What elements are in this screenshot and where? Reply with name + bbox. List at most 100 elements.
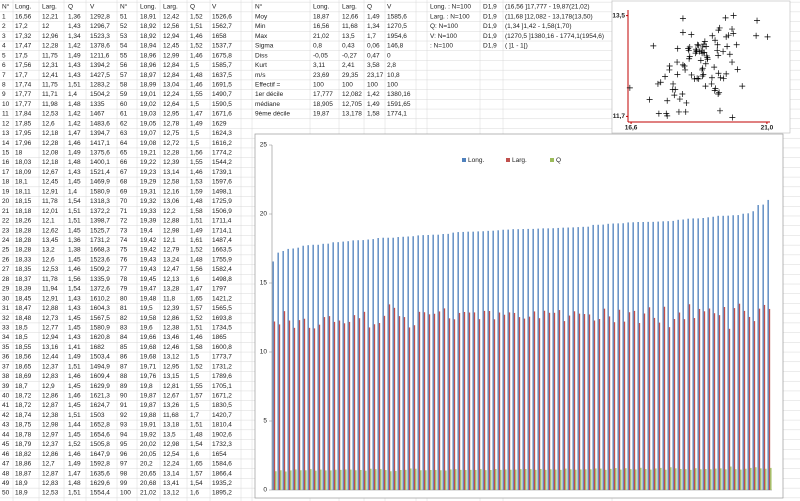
table-cell: 66 <box>120 159 128 166</box>
table-cell: 93 <box>120 422 128 429</box>
table-cell: 18,28 <box>15 227 32 234</box>
scatter-point <box>717 74 724 81</box>
table-cell: 79 <box>120 286 128 293</box>
bar <box>522 229 524 491</box>
table-cell: 51 <box>120 13 128 20</box>
bar <box>577 227 579 491</box>
table-cell: 22 <box>2 218 10 225</box>
bar <box>367 239 369 490</box>
table-cell: 1668,3 <box>90 247 110 254</box>
bar <box>323 317 326 490</box>
scatter-point <box>726 51 733 58</box>
table-cell: 19,02 <box>140 101 157 108</box>
stats-cell: 23,17 <box>367 72 384 79</box>
scatter-point <box>729 26 736 33</box>
table-cell: 18,35 <box>15 266 32 273</box>
y-tick-label: 10 <box>260 349 268 356</box>
bar <box>730 466 732 490</box>
bar <box>470 469 472 490</box>
bar <box>723 307 726 490</box>
bar <box>518 317 521 490</box>
table-cell: 1637,5 <box>212 72 232 79</box>
bar <box>492 230 494 490</box>
table-cell: 12,91 <box>42 295 59 302</box>
table-cell: 1,54 <box>68 198 81 205</box>
table-cell: 12,38 <box>163 324 180 331</box>
scatter-point <box>708 74 715 81</box>
bar <box>550 469 552 490</box>
table-cell: 1629 <box>212 120 227 127</box>
table-cell: 87 <box>120 363 128 370</box>
scatter-point <box>711 64 718 71</box>
table-cell: 12,37 <box>42 363 59 370</box>
table-cell: 1,52 <box>190 315 203 322</box>
table-cell: 16 <box>2 159 10 166</box>
bar <box>500 469 502 490</box>
bar <box>390 471 392 490</box>
table-cell: 19,68 <box>140 354 157 361</box>
table-cell: 1654,6 <box>90 431 110 438</box>
bar <box>355 470 357 490</box>
stats-cell: 3,11 <box>313 62 326 69</box>
table-cell: 17,85 <box>15 120 32 127</box>
x-tick-label: 21,0 <box>761 125 774 132</box>
table-cell: 1565,5 <box>212 305 232 312</box>
table-cell: 1372,2 <box>90 208 110 215</box>
table-cell: 19,87 <box>140 402 157 409</box>
bar <box>605 469 607 490</box>
table-cell: 18,96 <box>140 52 157 59</box>
table-cell: 20,05 <box>140 451 157 458</box>
table-cell: 19,42 <box>140 237 157 244</box>
bar <box>502 229 504 490</box>
stats-cell: 1,34 <box>367 23 380 30</box>
scatter-point <box>704 56 711 63</box>
table-cell: 72 <box>120 218 128 225</box>
stats-cell: 100 <box>342 81 353 88</box>
bar <box>357 240 359 490</box>
table-cell: 12,53 <box>42 490 59 497</box>
table-cell: 12,94 <box>42 334 59 341</box>
table-cell: 1562,7 <box>212 23 232 30</box>
table-header: V <box>212 4 217 11</box>
table-cell: 1902,6 <box>212 431 232 438</box>
stats-cell: 100 <box>367 81 378 88</box>
bar <box>750 467 752 490</box>
bar <box>418 311 421 490</box>
stats-header: Long. <box>313 4 329 11</box>
table-cell: 1,43 <box>68 23 81 30</box>
bar <box>290 470 292 490</box>
table-cell: 1427,5 <box>90 72 110 79</box>
table-cell: 13,45 <box>42 237 59 244</box>
table-cell: 1624,7 <box>90 402 110 409</box>
bar <box>710 469 712 490</box>
table-cell: 1,45 <box>68 324 81 331</box>
table-cell: 30 <box>2 295 10 302</box>
stats-cell: 1774,1 <box>387 111 407 118</box>
table-cell: 1498,1 <box>212 188 232 195</box>
cells: N° Long. Larg. Q V N° Long. Larg. Q V1 16,56 12,21 1… <box>2 3 604 497</box>
bar <box>303 318 306 490</box>
table-cell: 1620,8 <box>90 334 110 341</box>
table-cell: 1521,4 <box>90 169 110 176</box>
table-cell: 17,77 <box>15 91 32 98</box>
stats-cell: -0,27 <box>342 52 357 59</box>
table-cell: 1,46 <box>190 169 203 176</box>
table-cell: 12,67 <box>163 393 180 400</box>
table-cell: 1,43 <box>68 62 81 69</box>
table-cell: 19,07 <box>140 130 157 137</box>
table-cell: 1318,3 <box>90 198 110 205</box>
bar <box>345 469 347 490</box>
table-cell: 18,72 <box>15 402 32 409</box>
scatter-point <box>729 114 736 121</box>
summary-cell: Larg. : N=100 <box>430 13 470 20</box>
table-cell: 18,56 <box>15 354 32 361</box>
bar <box>422 235 424 490</box>
table-cell: 71 <box>120 208 128 215</box>
table-cell: 12,87 <box>42 470 59 477</box>
bar <box>377 238 379 490</box>
scatter-point <box>715 52 722 59</box>
bar <box>685 469 687 490</box>
bar <box>510 469 512 490</box>
table-cell: 12,79 <box>163 247 180 254</box>
table-cell: 1705,1 <box>212 383 232 390</box>
